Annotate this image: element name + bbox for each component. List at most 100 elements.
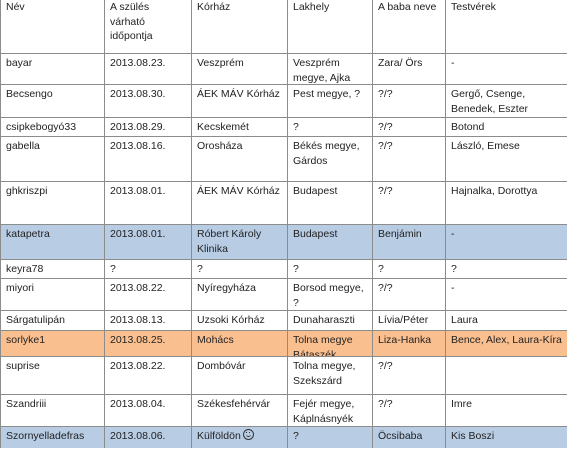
cell-baba-neve: ?/? [372,394,445,426]
cell-lakhely-text: Tolna megye Bátaszék [293,334,353,356]
cell-korhaz-text: Orosháza [197,140,243,152]
cell-testverek-text: - [451,228,455,240]
cell-baba-neve: ?/? [372,136,445,181]
cell-nev: miyori [0,278,104,310]
cell-baba-neve-text: Öcsibaba [378,430,423,442]
cell-nev-text: Becsengo [6,88,53,100]
cell-korhaz: Külföldön [191,426,287,448]
cell-korhaz: Veszprém [191,53,287,84]
cell-nev: bayar [0,53,104,84]
cell-lakhely: Fejér megye, Káplnásnyék [287,394,372,426]
cell-nev: Szornyelladefras [0,426,104,448]
cell-baba-neve: ?/? [372,84,445,117]
cell-testverek: - [445,53,567,84]
cell-korhaz: ÁEK MÁV Kórház [191,181,287,224]
cell-lakhely-text: Tolna megye, Szekszárd [293,360,356,387]
cell-nev-text: csipkebogyó33 [6,121,77,133]
cell-korhaz: Mohács [191,330,287,356]
cell-korhaz-text: Székesfehérvár [197,398,270,410]
cell-datum-text: 2013.08.16. [110,140,166,152]
cell-baba-neve: Öcsibaba [372,426,445,448]
cell-datum-text: 2013.08.23. [110,57,166,69]
cell-korhaz-text: Róbert Károly Klinika [197,228,262,255]
cell-lakhely-text: ? [293,263,299,275]
cell-baba-neve-text: ? [378,263,384,275]
cell-baba-neve-text: ?/? [378,185,393,197]
cell-datum: 2013.08.16. [104,136,191,181]
cell-datum: 2013.08.22. [104,356,191,394]
cell-baba-neve: ?/? [372,181,445,224]
cell-datum-text: 2013.08.29. [110,121,166,133]
cell-testverek: Botond [445,117,567,136]
cell-lakhely: ? [287,426,372,448]
cell-nev: keyra78 [0,259,104,278]
cell-korhaz: Dombóvár [191,356,287,394]
cell-testverek: Hajnalka, Dorottya [445,181,567,224]
cell-lakhely-text: Veszprém megye, Ajka [293,57,351,84]
cell-datum: 2013.08.25. [104,330,191,356]
cell-baba-neve-text: ?/? [378,282,393,294]
cell-datum: 2013.08.23. [104,53,191,84]
cell-lakhely: Tolna megye Bátaszék [287,330,372,356]
cell-baba-neve-text: ?/? [378,121,393,133]
cell-korhaz-text: ? [197,263,203,275]
cell-baba-neve: Benjámin [372,224,445,259]
cell-baba-neve: Liza-Hanka [372,330,445,356]
cell-datum-text: 2013.08.01. [110,185,166,197]
cell-lakhely: Budapest [287,224,372,259]
cell-testverek-text: Imre [451,398,472,410]
cell-datum: 2013.08.30. [104,84,191,117]
cell-datum-text: 2013.08.06. [110,430,166,442]
cell-testverek-text: - [451,282,455,294]
cell-datum: 2013.08.29. [104,117,191,136]
cell-baba-neve-text: ?/? [378,360,393,372]
cell-korhaz: Kecskemét [191,117,287,136]
cell-nev-text: Sárgatulipán [6,314,65,326]
cell-testverek: Imre [445,394,567,426]
cell-nev: suprise [0,356,104,394]
cell-baba-neve-text: Liza-Hanka [378,334,432,346]
cell-testverek: - [445,278,567,310]
cell-datum-text: 2013.08.25. [110,334,166,346]
cell-datum-text: 2013.08.30. [110,88,166,100]
cell-testverek-text: Kis Boszi [451,430,495,442]
cell-lakhely-text: ? [293,121,299,133]
cell-lakhely: Békés megye, Gárdos [287,136,372,181]
cell-datum: 2013.08.01. [104,224,191,259]
cell-datum-text: 2013.08.13. [110,314,166,326]
cell-testverek-text: Gergő, Csenge, Benedek, Eszter [451,88,529,115]
header-baba-neve: A baba neve [372,0,445,53]
cell-testverek-text: - [451,57,455,69]
cell-lakhely: Dunaharaszti [287,310,372,330]
cell-nev-text: ghkriszpi [6,185,48,197]
cell-datum: ? [104,259,191,278]
cell-lakhely-text: Dunaharaszti [293,314,355,326]
cell-lakhely: Borsod megye, ? [287,278,372,310]
cell-lakhely: ? [287,117,372,136]
cell-testverek-text: ? [451,263,457,275]
cell-testverek: László, Emese [445,136,567,181]
cell-korhaz-text: Nyíregyháza [197,282,256,294]
cell-baba-neve-text: ?/? [378,88,393,100]
cell-lakhely: Tolna megye, Szekszárd [287,356,372,394]
cell-nev-text: gabella [6,140,40,152]
cell-testverek: Kis Boszi [445,426,567,448]
header-lakhely: Lakhely [287,0,372,53]
cell-korhaz-text: Dombóvár [197,360,246,372]
cell-korhaz: Nyíregyháza [191,278,287,310]
cell-baba-neve-text: Zara/ Örs [378,57,423,69]
cell-korhaz: Uzsoki Kórház [191,310,287,330]
cell-korhaz: Orosháza [191,136,287,181]
cell-nev-text: sorlyke1 [6,334,46,346]
cell-korhaz-text: Veszprém [197,57,244,69]
cell-lakhely-text: Budapest [293,185,338,197]
cell-nev: katapetra [0,224,104,259]
cell-baba-neve: ? [372,259,445,278]
cell-datum-text: 2013.08.22. [110,282,166,294]
cell-testverek: - [445,224,567,259]
cell-baba-neve: Lívia/Péter [372,310,445,330]
cell-lakhely-text: Budapest [293,228,338,240]
cell-lakhely-text: Fejér megye, Káplnásnyék [293,398,355,425]
cell-korhaz: ÁEK MÁV Kórház [191,84,287,117]
